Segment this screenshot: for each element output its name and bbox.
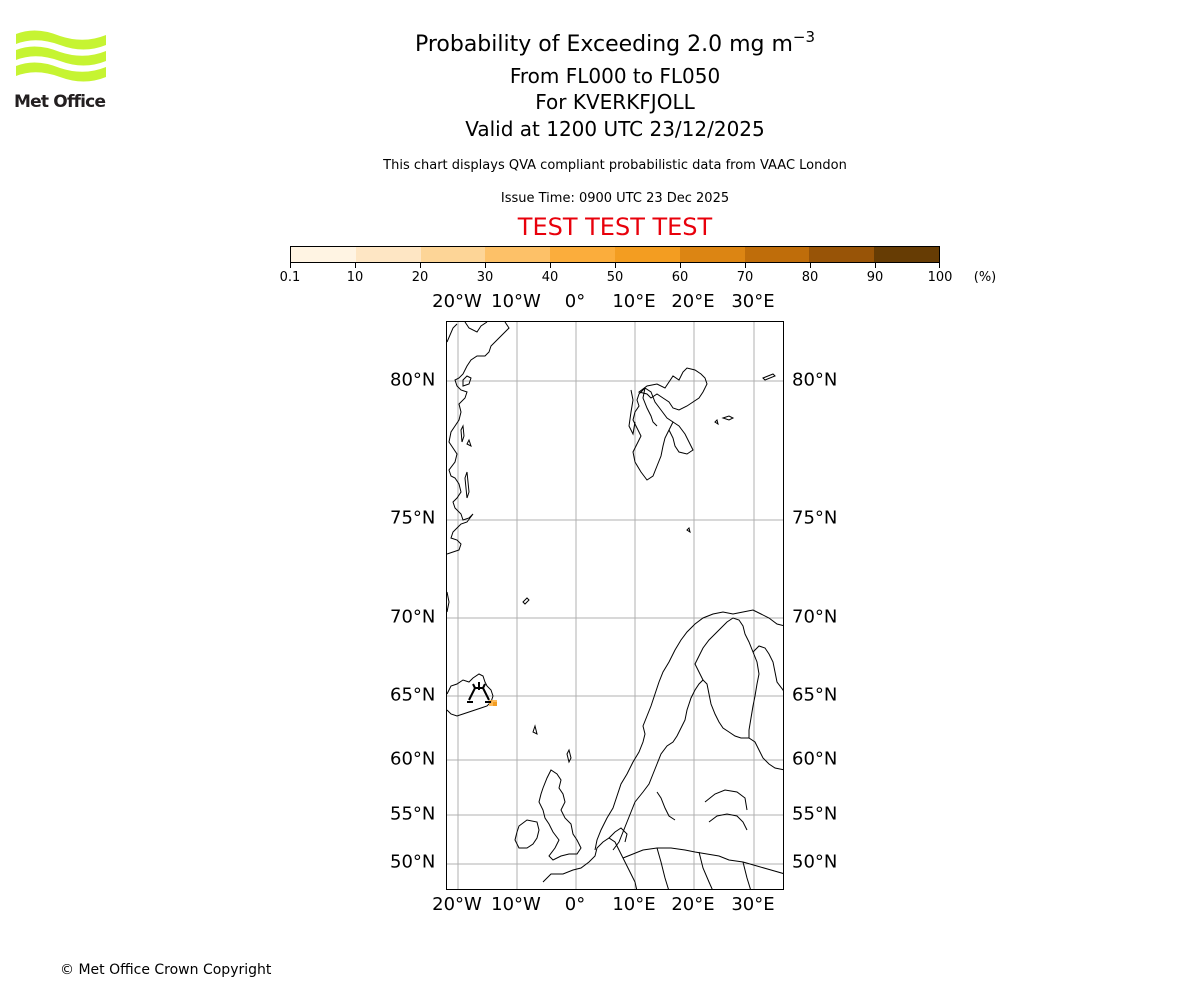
colorbar-segment <box>485 247 551 262</box>
latitude-label: 80°N <box>792 369 838 391</box>
colorbar-tick-label: 70 <box>736 270 754 285</box>
colorbar-unit: (%) <box>973 270 997 285</box>
test-banner: TEST TEST TEST <box>517 213 713 241</box>
valid-time: Valid at 1200 UTC 23/12/2025 <box>465 117 765 141</box>
issue-time: Issue Time: 0900 UTC 23 Dec 2025 <box>500 191 730 206</box>
colorbar-tick <box>745 263 746 268</box>
latitude-label: 80°N <box>390 369 436 391</box>
colorbar-tick <box>875 263 876 268</box>
latitude-label: 50°N <box>792 851 838 873</box>
colorbar-tick-label: 100 <box>927 270 953 285</box>
colorbar-segment <box>874 247 939 262</box>
longitude-label: 20°E <box>671 894 715 915</box>
latitude-label: 55°N <box>792 803 838 825</box>
colorbar-tick <box>680 263 681 268</box>
copyright: © Met Office Crown Copyright <box>60 962 272 978</box>
longitude-label: 20°E <box>671 291 715 312</box>
colorbar-tick-label: 50 <box>606 270 624 285</box>
longitude-label: 0° <box>564 894 586 915</box>
colorbar-tick-label: 90 <box>866 270 884 285</box>
longitude-label: 30°E <box>731 291 775 312</box>
colorbar-segment <box>809 247 875 262</box>
longitude-label: 10°E <box>612 291 656 312</box>
description: This chart displays QVA compliant probab… <box>383 158 847 173</box>
colorbar-segment <box>744 247 810 262</box>
longitude-label: 30°E <box>731 894 775 915</box>
colorbar-tick-label: 0.1 <box>279 270 301 285</box>
latitude-label: 70°N <box>390 606 436 628</box>
colorbar-tick <box>355 263 356 268</box>
colorbar-tick <box>420 263 421 268</box>
colorbar-tick <box>290 263 291 268</box>
logo-text: Met Office <box>14 92 106 112</box>
longitude-label: 20°W <box>432 291 482 312</box>
met-office-wave-logo-icon <box>16 30 106 82</box>
latitude-label: 50°N <box>390 851 436 873</box>
colorbar <box>290 246 940 263</box>
volcano-name: For KVERKFJOLL <box>535 90 695 114</box>
colorbar-tick-label: 20 <box>411 270 429 285</box>
latitude-label: 75°N <box>390 507 436 529</box>
colorbar-segment <box>420 247 486 262</box>
colorbar-tick <box>810 263 811 268</box>
level-range: From FL000 to FL050 <box>509 64 721 88</box>
gridlines <box>447 322 783 889</box>
colorbar-tick <box>550 263 551 268</box>
latitude-label: 70°N <box>792 606 838 628</box>
ash-patch-core <box>493 702 497 706</box>
latitude-label: 60°N <box>792 748 838 770</box>
colorbar-tick <box>485 263 486 268</box>
colorbar-segment <box>614 247 680 262</box>
latitude-label: 65°N <box>792 684 838 706</box>
colorbar-segment <box>679 247 745 262</box>
chart-title-text: Probability of Exceeding 2.0 mg m <box>414 32 793 57</box>
map-panel[interactable] <box>446 321 784 890</box>
volcano-icon <box>467 682 491 703</box>
map-canvas <box>447 322 783 889</box>
colorbar-segment <box>355 247 421 262</box>
colorbar-tick-label: 40 <box>541 270 559 285</box>
latitude-label: 75°N <box>792 507 838 529</box>
longitude-label: 10°W <box>491 894 541 915</box>
latitude-label: 65°N <box>390 684 436 706</box>
colorbar-segment <box>291 247 356 262</box>
colorbar-tick-label: 60 <box>671 270 689 285</box>
colorbar-tick-label: 10 <box>346 270 364 285</box>
chart-title: Probability of Exceeding 2.0 mg m−3 <box>0 28 1200 57</box>
longitude-label: 10°E <box>612 894 656 915</box>
colorbar-segment <box>550 247 615 262</box>
latitude-label: 55°N <box>390 803 436 825</box>
longitude-label: 0° <box>564 291 586 312</box>
colorbar-tick <box>615 263 616 268</box>
coastlines <box>447 322 783 889</box>
colorbar-tick-label: 80 <box>801 270 819 285</box>
latitude-label: 60°N <box>390 748 436 770</box>
longitude-label: 20°W <box>432 894 482 915</box>
title-superscript: −3 <box>792 28 816 46</box>
colorbar-tick <box>939 263 940 268</box>
met-office-logo: Met Office <box>14 30 108 112</box>
longitude-label: 10°W <box>491 291 541 312</box>
colorbar-tick-label: 30 <box>476 270 494 285</box>
